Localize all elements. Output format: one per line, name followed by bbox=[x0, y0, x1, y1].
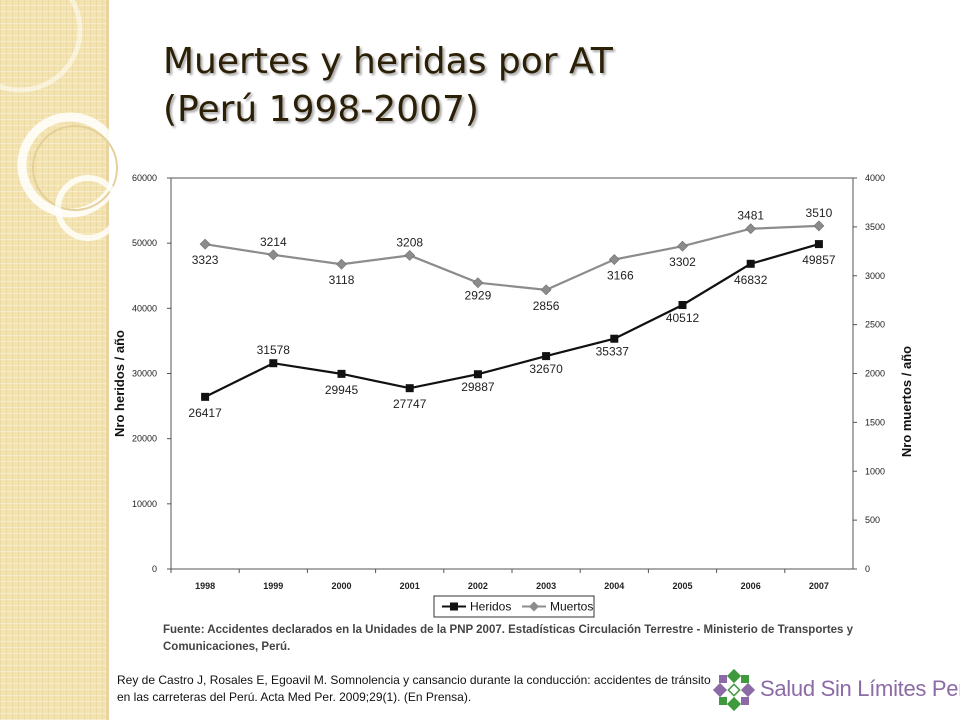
side-band-edge bbox=[106, 0, 109, 720]
chart-axes: 0 10000 20000 30000 40000 50000 60000 0 500 1000 1… bbox=[112, 173, 914, 591]
decor-circle-small bbox=[55, 175, 121, 241]
data-point-heridos bbox=[542, 352, 551, 361]
data-point-muertos bbox=[813, 220, 825, 232]
y-right-tick-label: 2500 bbox=[865, 320, 885, 330]
data-point-heridos bbox=[201, 392, 210, 401]
data-label-heridos: 46832 bbox=[734, 273, 768, 287]
dual-axis-line-chart: 0 10000 20000 30000 40000 50000 60000 0 500 1000 1… bbox=[112, 173, 914, 618]
y-right-tick-label: 2000 bbox=[865, 369, 885, 379]
logo-text: Salud Sin Límites Perú bbox=[760, 676, 960, 701]
legend-marker-square bbox=[450, 602, 458, 611]
y-right-tick-label: 1500 bbox=[865, 417, 885, 427]
chart-series bbox=[199, 220, 825, 401]
data-label-heridos: 26417 bbox=[188, 406, 222, 420]
y-left-tick-label: 40000 bbox=[132, 303, 157, 313]
data-label-heridos: 49857 bbox=[802, 253, 836, 267]
series-line-heridos bbox=[204, 243, 820, 398]
y-right-tick-label: 1000 bbox=[865, 466, 885, 476]
y-right-tick-label: 0 bbox=[865, 564, 870, 574]
x-tick-label: 2004 bbox=[604, 581, 624, 591]
data-label-muertos: 3214 bbox=[260, 235, 287, 249]
decor-circle-large bbox=[17, 112, 123, 218]
y-right-tick-label: 3500 bbox=[865, 222, 885, 232]
data-point-muertos bbox=[540, 284, 552, 296]
data-point-muertos bbox=[677, 240, 688, 252]
data-label-muertos: 3166 bbox=[607, 269, 634, 283]
chart-legend: Heridos Muertos bbox=[433, 595, 595, 618]
y-left-tick-label: 50000 bbox=[132, 238, 157, 248]
x-tick-label: 2007 bbox=[809, 581, 829, 591]
x-tick-label: 2000 bbox=[331, 581, 351, 591]
data-label-muertos: 3208 bbox=[396, 235, 423, 249]
x-tick-label: 2006 bbox=[741, 581, 761, 591]
y-right-tick-label: 3000 bbox=[865, 271, 885, 281]
data-point-muertos bbox=[404, 249, 416, 261]
data-point-muertos bbox=[472, 277, 484, 289]
data-label-muertos: 3481 bbox=[737, 209, 764, 223]
data-label-muertos: 2929 bbox=[465, 289, 492, 303]
x-tick-label: 2001 bbox=[400, 581, 420, 591]
data-point-heridos bbox=[473, 370, 482, 379]
y-left-tick-label: 0 bbox=[152, 564, 157, 574]
decor-circle-top bbox=[0, 0, 83, 93]
chart-source-caption: Fuente: Accidentes declarados en la Unid… bbox=[163, 624, 854, 653]
data-point-heridos bbox=[814, 240, 823, 249]
data-point-muertos bbox=[336, 258, 347, 270]
slide-title-line1: Muertes y heridas por AT bbox=[163, 41, 613, 82]
data-point-muertos bbox=[199, 238, 211, 250]
data-label-muertos: 3118 bbox=[329, 273, 355, 287]
legend-marker-diamond bbox=[529, 601, 539, 612]
data-label-muertos: 3323 bbox=[192, 253, 219, 267]
slide-title: Muertes y heridas por AT (Perú 1998-2007… bbox=[163, 38, 613, 134]
data-label-heridos: 31578 bbox=[257, 343, 291, 357]
y-axis-label-left: Nro heridos / año bbox=[112, 330, 127, 437]
data-label-heridos: 32670 bbox=[529, 362, 563, 376]
chart-data-labels: 26417 31578 29945 27747 29887 32670 35337 40512… bbox=[188, 206, 835, 420]
y-right-tick-label: 500 bbox=[865, 515, 880, 525]
data-label-heridos: 29945 bbox=[325, 383, 359, 397]
y-axis-label-right: Nro muertos / año bbox=[899, 346, 914, 457]
series-line-muertos bbox=[204, 224, 819, 291]
y-left-tick-label: 30000 bbox=[132, 369, 157, 379]
legend-label-muertos: Muertos bbox=[550, 600, 593, 614]
y-left-tick-label: 20000 bbox=[132, 434, 157, 444]
data-point-heridos bbox=[405, 384, 414, 393]
x-tick-label: 2005 bbox=[672, 581, 692, 591]
y-right-tick-label: 4000 bbox=[865, 173, 885, 183]
logo-mark bbox=[712, 668, 756, 712]
x-tick-label: 1998 bbox=[195, 581, 215, 591]
citation-text: Rey de Castro J, Rosales E, Egoavil M. S… bbox=[117, 673, 711, 704]
decorative-circles bbox=[0, 0, 123, 241]
data-label-muertos: 3302 bbox=[669, 255, 696, 269]
data-point-muertos bbox=[608, 254, 620, 265]
data-point-heridos bbox=[337, 369, 346, 378]
slide-title-line2: (Perú 1998-2007) bbox=[163, 89, 479, 130]
y-left-tick-label: 60000 bbox=[132, 173, 157, 183]
legend-box bbox=[433, 595, 595, 618]
data-point-muertos bbox=[745, 223, 757, 235]
data-label-heridos: 35337 bbox=[596, 345, 630, 359]
data-point-muertos bbox=[267, 249, 279, 261]
logo-flower-icon bbox=[712, 668, 756, 712]
data-point-heridos bbox=[678, 300, 687, 309]
data-label-heridos: 29887 bbox=[461, 380, 495, 394]
data-label-muertos: 3510 bbox=[806, 206, 833, 220]
data-label-heridos: 40512 bbox=[666, 311, 700, 325]
legend-label-heridos: Heridos bbox=[470, 600, 511, 614]
data-point-heridos bbox=[610, 334, 619, 343]
data-label-heridos: 27747 bbox=[393, 397, 427, 411]
x-tick-label: 1999 bbox=[263, 581, 283, 591]
y-left-tick-label: 10000 bbox=[132, 499, 157, 509]
data-point-heridos bbox=[746, 259, 755, 268]
data-point-heridos bbox=[269, 359, 278, 368]
x-tick-label: 2002 bbox=[468, 581, 488, 591]
x-tick-label: 2003 bbox=[536, 581, 556, 591]
data-label-muertos: 2856 bbox=[533, 299, 560, 313]
decor-circle-outline bbox=[32, 125, 118, 211]
